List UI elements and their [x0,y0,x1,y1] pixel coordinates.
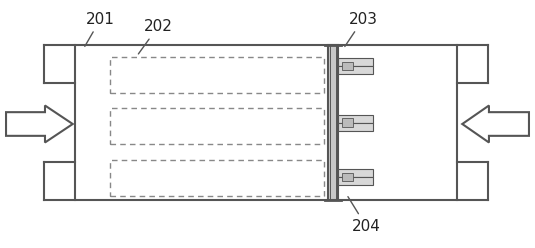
Polygon shape [462,105,529,143]
Polygon shape [328,45,339,200]
Polygon shape [339,123,373,131]
Polygon shape [342,62,354,70]
Polygon shape [342,173,354,182]
Polygon shape [339,169,373,177]
Polygon shape [339,177,373,185]
Text: 202: 202 [139,19,173,54]
Polygon shape [339,115,373,123]
Text: 204: 204 [348,197,381,234]
Text: 201: 201 [85,12,115,46]
Polygon shape [342,118,354,127]
Polygon shape [339,66,373,74]
Text: 203: 203 [345,12,378,46]
Polygon shape [339,58,373,66]
Polygon shape [6,105,73,143]
